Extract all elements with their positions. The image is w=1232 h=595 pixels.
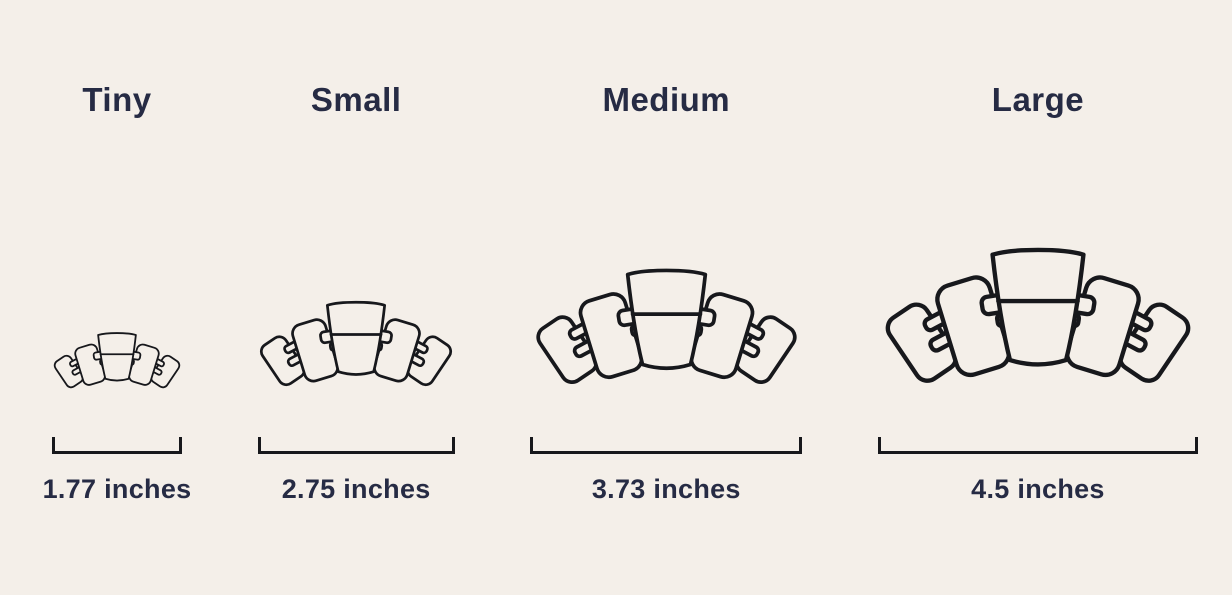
size-measurement: 1.77 inches [42, 473, 192, 504]
claw-clip-icon [256, 299, 456, 392]
size-column-tiny: Tiny 1.77 inches [43, 80, 192, 505]
size-column-small: Small 2.75 inches [258, 80, 455, 505]
size-measurement: 4.5 inches [971, 473, 1105, 504]
size-comparison-chart: Tiny 1.77 inches Small 2.75 inches Mediu… [43, 80, 1198, 505]
measurement-bracket [52, 436, 182, 454]
size-column-medium: Medium 3.73 inches [530, 80, 803, 505]
clip-area [258, 120, 455, 392]
claw-clip-icon [51, 331, 183, 392]
size-measurement: 2.75 inches [281, 473, 431, 504]
clip-area [52, 120, 182, 392]
measurement-bracket [530, 436, 803, 454]
measurement-bracket [877, 436, 1198, 454]
claw-clip-icon [879, 245, 1197, 392]
size-title: Medium [602, 81, 731, 118]
size-title: Large [991, 81, 1085, 118]
size-title: Small [310, 81, 402, 118]
clip-area [878, 120, 1198, 392]
size-measurement: 3.73 inches [591, 473, 741, 504]
claw-clip-icon [531, 266, 802, 392]
measurement-bracket [257, 436, 455, 454]
size-column-large: Large 4.5 inches [877, 80, 1198, 505]
clip-area [530, 120, 802, 392]
size-title: Tiny [82, 81, 152, 118]
